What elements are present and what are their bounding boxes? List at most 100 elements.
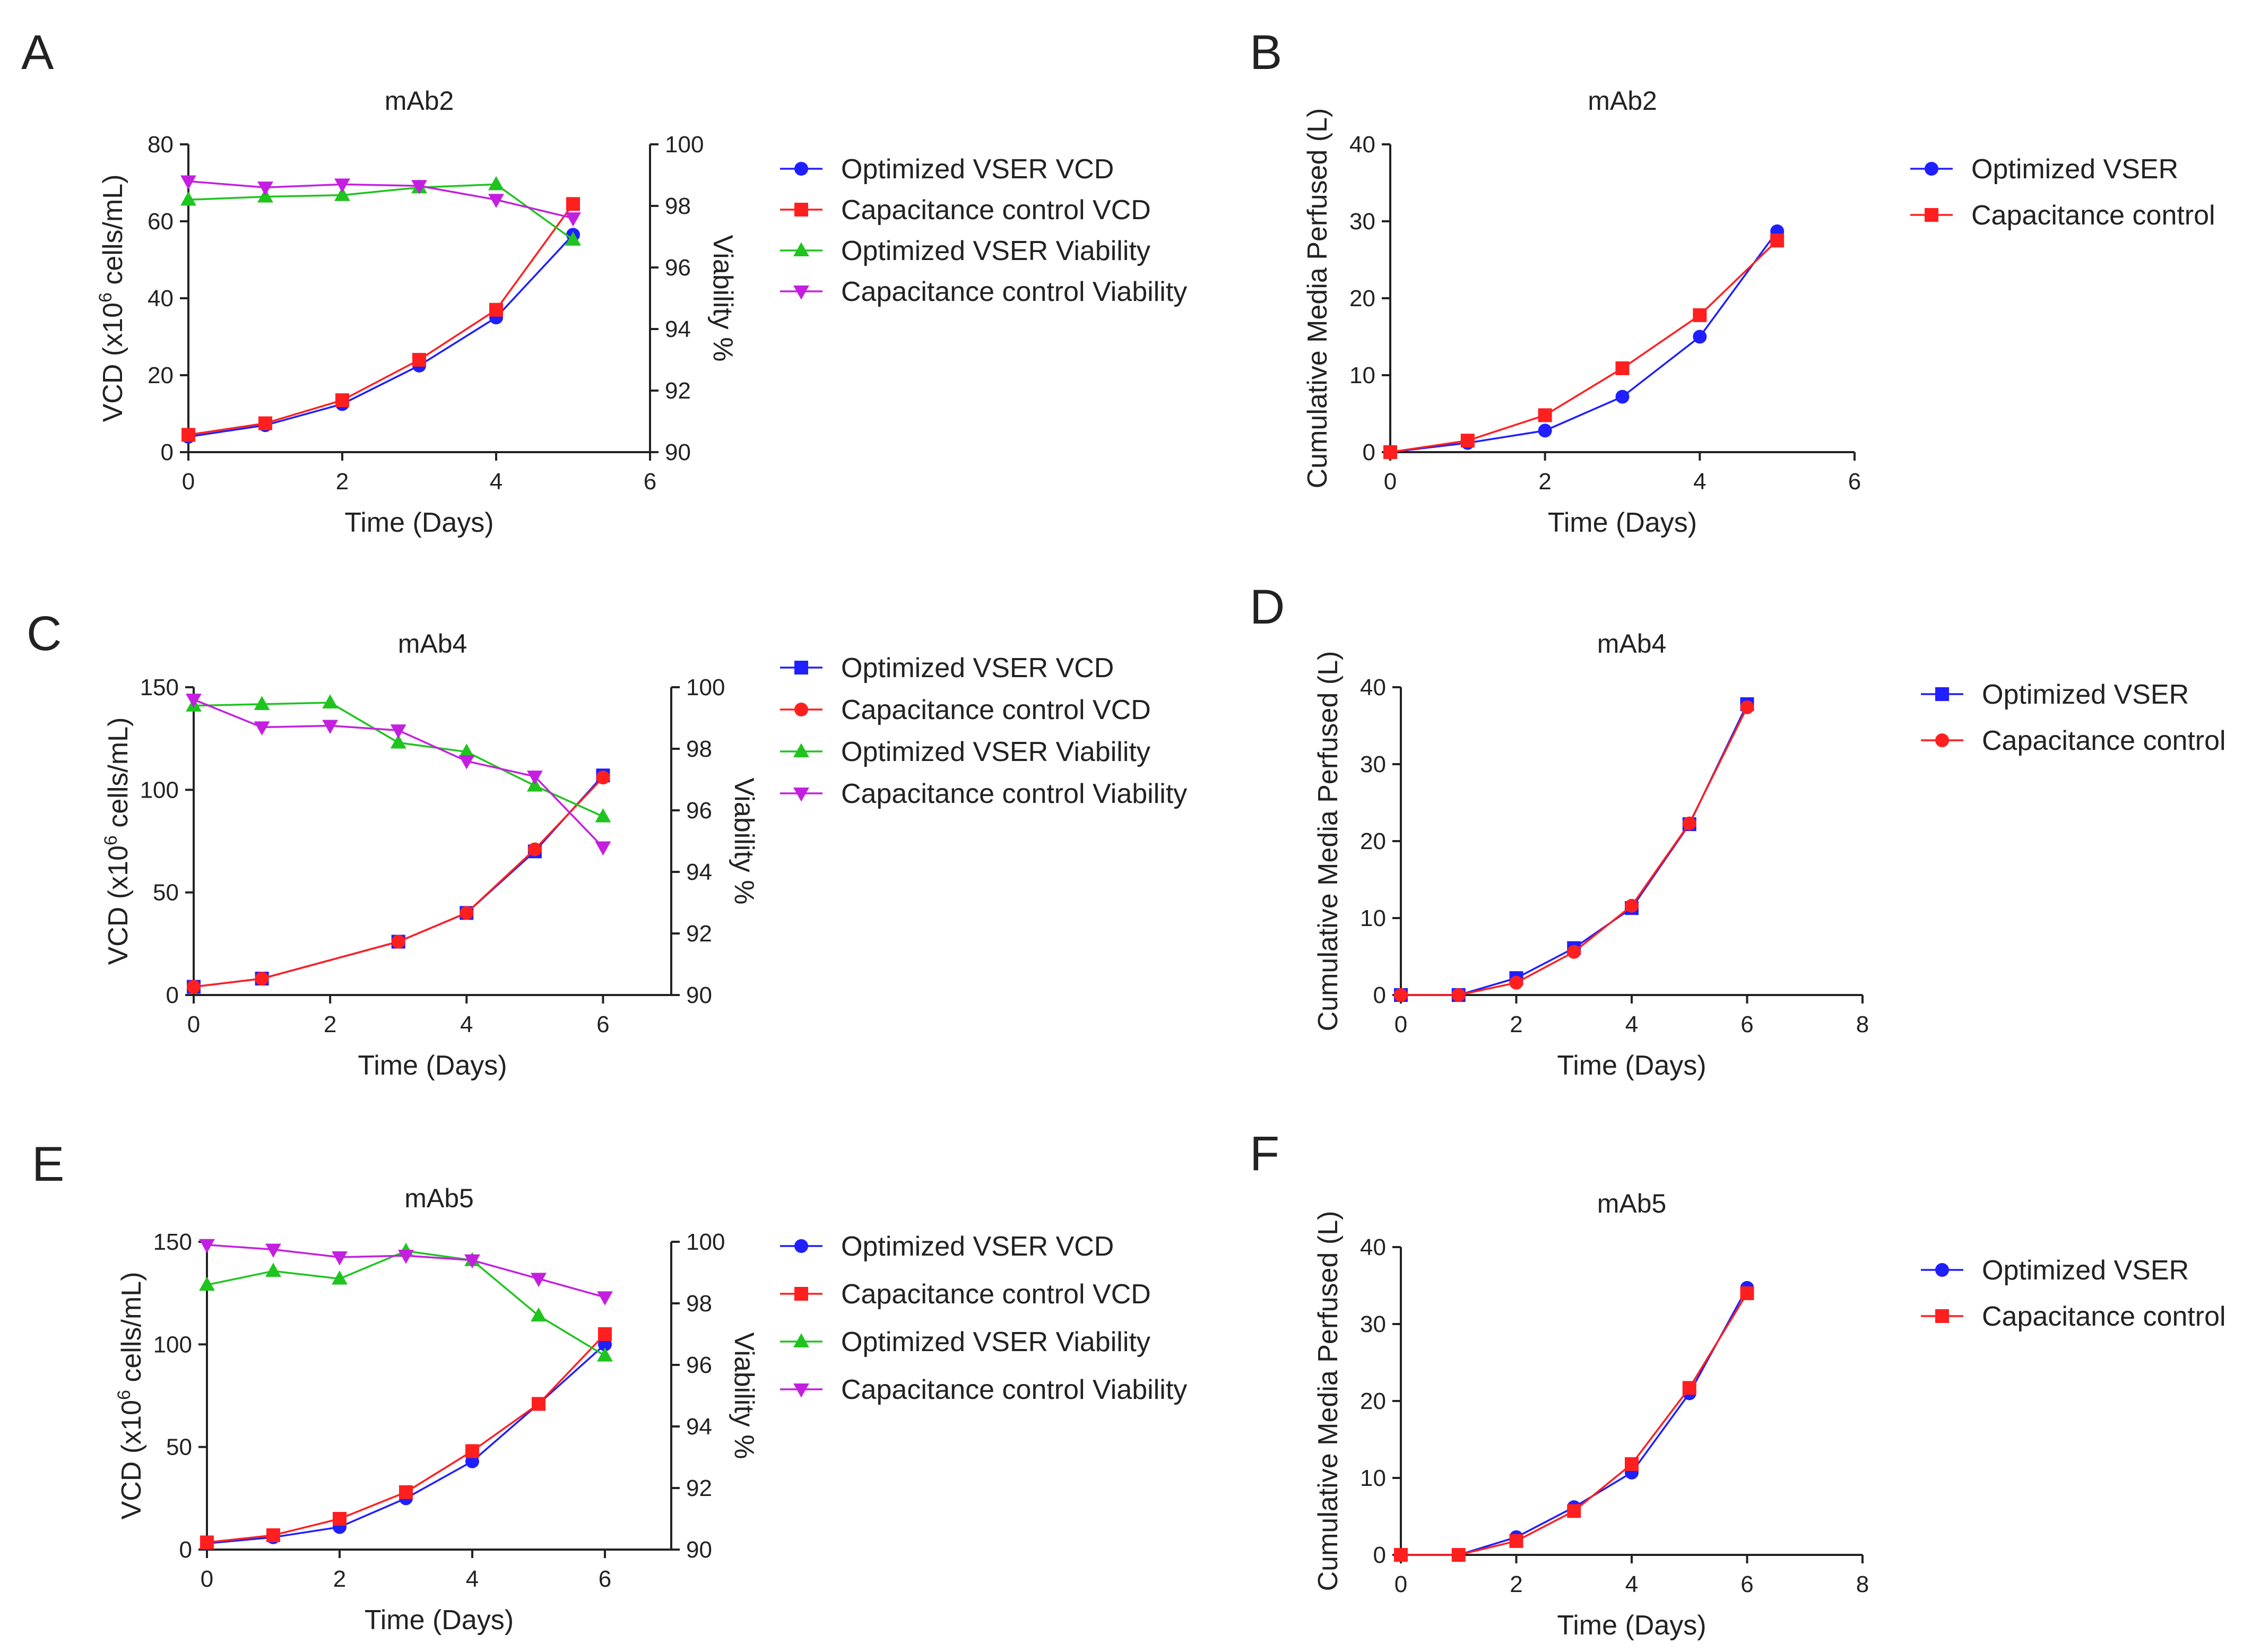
data-point — [460, 906, 474, 920]
data-point — [1740, 1286, 1754, 1300]
data-point — [180, 175, 196, 190]
data-point — [595, 808, 611, 823]
panel-letter: C — [27, 607, 62, 661]
y-tick-label: 60 — [148, 209, 174, 235]
data-point — [464, 1254, 480, 1269]
series-capacitance-control-vcd — [200, 1327, 612, 1550]
data-point — [458, 755, 475, 769]
series-line — [193, 776, 604, 988]
data-point — [199, 1276, 215, 1291]
data-point — [200, 1535, 214, 1550]
series-line — [1390, 230, 1778, 453]
legend-marker — [1935, 687, 1949, 701]
series-optimized-vser-viability — [180, 176, 581, 246]
x-tick-label: 2 — [336, 469, 349, 495]
panel-letter: B — [1250, 25, 1282, 80]
x-tick-label: 0 — [1384, 469, 1397, 495]
legend-label: Optimized VSER VCD — [841, 1231, 1114, 1262]
data-point — [1451, 1548, 1466, 1562]
data-point — [1383, 445, 1397, 459]
x-tick-label: 4 — [1625, 1011, 1638, 1037]
legend-item: Optimized VSER VCD — [780, 1231, 1114, 1262]
x-axis-label: Time (Days) — [344, 507, 493, 538]
y-axis-label: VCD (x106 cells/mL) — [101, 717, 134, 965]
y-tick-label: 30 — [1360, 1311, 1386, 1337]
series-capacitance-control — [1394, 1286, 1754, 1562]
legend-marker — [1935, 1309, 1949, 1323]
x-axis-label: Time (Days) — [1548, 507, 1697, 538]
legend-label: Optimized VSER Viability — [841, 236, 1150, 266]
legend-marker — [794, 1239, 808, 1253]
data-point — [257, 181, 273, 196]
data-point — [489, 302, 503, 317]
y2-tick-label: 94 — [686, 1414, 712, 1440]
data-point — [199, 1239, 215, 1253]
legend-item: Optimized VSER VCD — [780, 154, 1114, 185]
y-tick-label: 100 — [140, 777, 179, 803]
legend-label: Capacitance control — [1982, 725, 2226, 756]
data-point — [334, 178, 350, 193]
y-tick-label: 0 — [166, 982, 179, 1008]
legend-item: Capacitance control VCD — [780, 1279, 1151, 1310]
data-point — [332, 1270, 348, 1285]
legend-label: Optimized VSER VCD — [841, 653, 1114, 684]
y-tick-label: 50 — [166, 1434, 192, 1460]
chart-title: mAb4 — [398, 629, 467, 659]
series-capacitance-control-vcd — [181, 197, 580, 442]
x-tick-label: 2 — [1538, 469, 1551, 495]
x-tick-label: 8 — [1856, 1011, 1869, 1037]
y2-tick-label: 94 — [665, 316, 691, 342]
data-point — [411, 180, 427, 194]
data-point — [254, 696, 270, 710]
x-tick-label: 6 — [1848, 469, 1861, 495]
legend-item: Optimized VSER — [1921, 679, 2189, 710]
series-line — [206, 1250, 605, 1357]
y2-tick-label: 90 — [686, 1537, 712, 1563]
legend-item: Capacitance control — [1910, 200, 2215, 231]
y-axis-label: VCD (x106 cells/mL) — [96, 175, 128, 422]
data-point — [1682, 1381, 1696, 1395]
x-tick-label: 4 — [460, 1011, 473, 1037]
y-tick-label: 0 — [1373, 982, 1386, 1008]
x-tick-label: 0 — [1394, 1011, 1407, 1037]
series-line — [188, 234, 574, 438]
y-tick-label: 40 — [1360, 674, 1386, 700]
data-point — [598, 1327, 612, 1341]
legend-item: Capacitance control — [1921, 1301, 2226, 1332]
legend-label: Capacitance control VCD — [841, 695, 1151, 725]
data-point — [187, 980, 201, 994]
data-point — [1740, 700, 1754, 714]
x-tick-label: 2 — [333, 1566, 346, 1592]
x-tick-label: 2 — [324, 1011, 336, 1037]
data-point — [1509, 1534, 1523, 1548]
data-point — [532, 1397, 545, 1411]
data-point — [391, 935, 405, 949]
data-point — [566, 197, 580, 211]
series-line — [188, 180, 574, 219]
chart-title: mAb5 — [404, 1183, 474, 1213]
data-point — [527, 842, 542, 857]
y2-axis-label: Viability % — [729, 1333, 759, 1459]
legend-marker — [793, 242, 809, 257]
data-point — [526, 771, 543, 785]
legend-item: Capacitance control Viability — [780, 1374, 1187, 1405]
legend-label: Capacitance control Viability — [841, 779, 1187, 809]
y2-tick-label: 94 — [686, 859, 712, 885]
legend-label: Optimized VSER — [1971, 154, 2178, 185]
y2-tick-label: 98 — [665, 193, 691, 219]
data-point — [1770, 233, 1785, 248]
x-tick-label: 6 — [596, 1011, 609, 1037]
legend-marker — [793, 743, 809, 758]
series-capacitance-control — [1394, 700, 1754, 1002]
y-axis-label: Cumulative Media Perfused (L) — [1302, 108, 1333, 489]
data-point — [1460, 434, 1475, 448]
data-point — [265, 1262, 281, 1277]
data-point — [1693, 330, 1707, 344]
series-line — [188, 183, 574, 241]
series-line — [206, 1344, 606, 1545]
data-point — [186, 694, 202, 708]
data-point — [458, 743, 475, 758]
legend-label: Capacitance control VCD — [841, 195, 1151, 226]
y-tick-label: 0 — [179, 1537, 192, 1563]
